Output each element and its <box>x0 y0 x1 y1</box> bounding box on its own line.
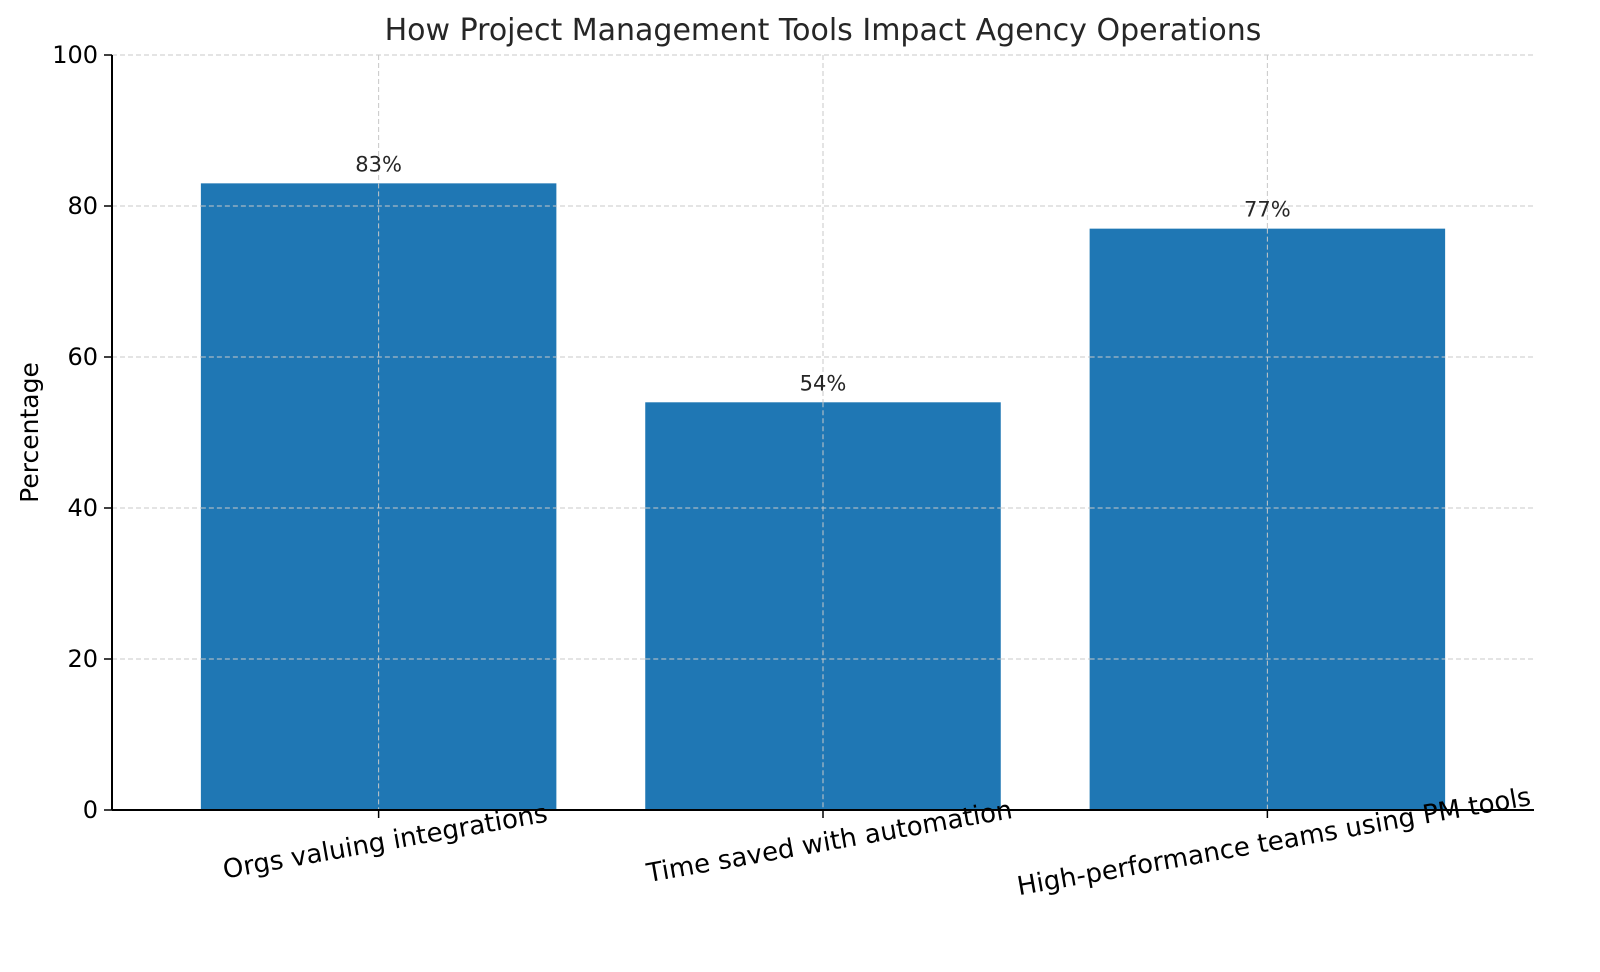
bar-data-label: 54% <box>800 371 847 395</box>
bar-layer <box>200 183 1446 811</box>
bar-data-label: 77% <box>1244 198 1291 222</box>
chart-title: How Project Management Tools Impact Agen… <box>385 13 1262 48</box>
y-tick-label: 40 <box>67 494 98 522</box>
bar-data-label: 83% <box>355 152 402 176</box>
y-tick-label: 60 <box>67 343 98 371</box>
axis-layer <box>104 54 1534 818</box>
y-tick-label: 100 <box>52 41 98 69</box>
y-tick-label: 0 <box>83 796 98 824</box>
y-tick-label: 20 <box>67 645 98 673</box>
x-category-label: Orgs valuing integrations <box>221 799 550 886</box>
y-axis-label: Percentage <box>15 362 44 503</box>
y-tick-label: 80 <box>67 192 98 220</box>
